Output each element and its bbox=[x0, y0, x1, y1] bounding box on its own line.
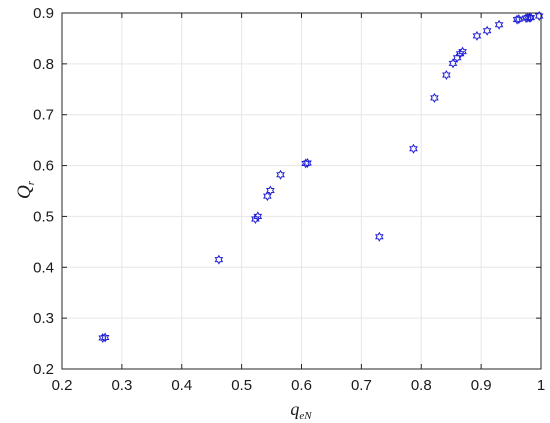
data-point bbox=[303, 158, 312, 169]
x-axis-label: qeN bbox=[290, 399, 312, 422]
data-point bbox=[430, 92, 439, 103]
data-point bbox=[526, 12, 536, 23]
data-point bbox=[375, 231, 384, 242]
y-tick-label: 0.9 bbox=[33, 5, 54, 22]
y-tick-label: 0.2 bbox=[33, 361, 54, 378]
data-point bbox=[455, 48, 465, 59]
x-axis-label-subscript: eN bbox=[299, 410, 312, 422]
data-point bbox=[482, 25, 492, 36]
data-point bbox=[266, 185, 275, 196]
data-points bbox=[98, 11, 544, 343]
data-point bbox=[251, 213, 260, 224]
data-point bbox=[276, 169, 285, 180]
x-tick-label: 0.9 bbox=[471, 377, 492, 394]
data-point bbox=[494, 19, 504, 30]
y-tick-label: 0.4 bbox=[33, 259, 54, 276]
data-point bbox=[521, 13, 531, 24]
y-axis-label-main: Q bbox=[14, 185, 35, 199]
data-point bbox=[442, 70, 451, 81]
y-tick-label: 0.6 bbox=[33, 158, 54, 175]
x-tick-label: 1 bbox=[537, 377, 545, 394]
data-point bbox=[409, 143, 418, 154]
data-point bbox=[100, 332, 110, 343]
data-point bbox=[534, 11, 544, 22]
data-point bbox=[472, 30, 482, 41]
x-tick-label: 0.5 bbox=[231, 377, 252, 394]
axis-ticks: 0.2 0.3 0.4 0.5 0.6 0.7 0.8 0.9 1 0.2 0.3 0.4 0.5 0.6… bbox=[33, 5, 545, 394]
data-point bbox=[98, 332, 108, 343]
grid-lines bbox=[61, 12, 542, 370]
y-axis-label: Qr bbox=[14, 180, 37, 199]
data-point bbox=[514, 14, 524, 25]
x-tick-label: 0.7 bbox=[351, 377, 372, 394]
data-point bbox=[214, 254, 224, 265]
x-tick-label: 0.3 bbox=[111, 377, 132, 394]
data-point bbox=[448, 58, 458, 69]
x-tick-label: 0.6 bbox=[291, 377, 312, 394]
x-tick-label: 0.4 bbox=[171, 377, 192, 394]
y-tick-label: 0.3 bbox=[33, 310, 54, 327]
x-tick-label: 0.8 bbox=[411, 377, 432, 394]
x-axis-label-main: q bbox=[290, 399, 299, 419]
x-tick-label: 0.2 bbox=[52, 377, 73, 394]
y-tick-label: 0.5 bbox=[33, 208, 54, 225]
data-point bbox=[452, 52, 462, 63]
y-axis-label-subscript: r bbox=[25, 180, 37, 185]
y-tick-label: 0.8 bbox=[33, 56, 54, 73]
y-tick-label: 0.7 bbox=[33, 107, 54, 124]
data-point bbox=[253, 211, 263, 222]
data-point bbox=[301, 158, 311, 169]
data-point bbox=[458, 46, 467, 57]
data-point bbox=[512, 14, 522, 25]
